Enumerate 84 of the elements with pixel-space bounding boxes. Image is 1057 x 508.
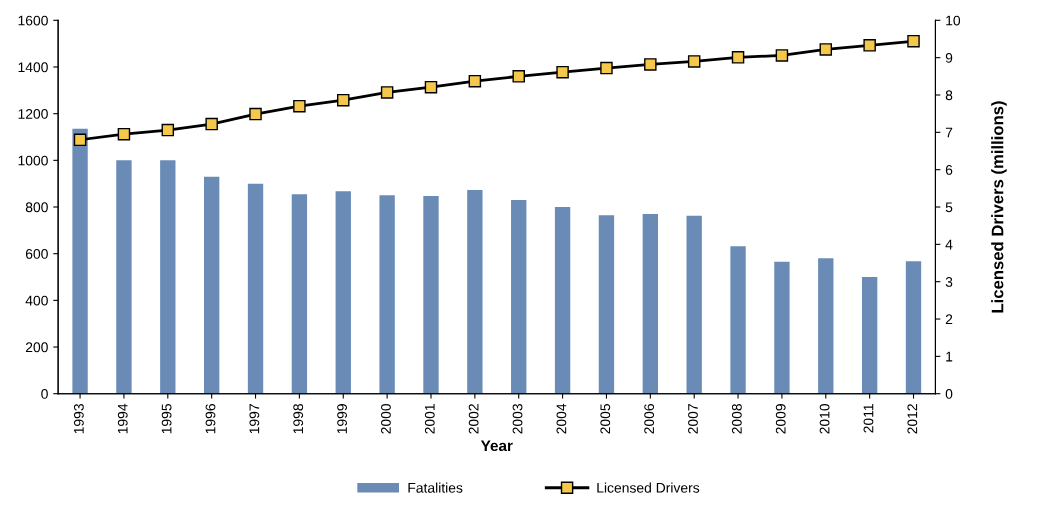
bar: [511, 200, 527, 394]
point: [687, 55, 701, 68]
y2-tick-label: 10: [946, 15, 961, 26]
bar: [598, 215, 615, 394]
x-tick-label: 2005: [600, 404, 611, 434]
x-tick-label: 2002: [468, 404, 479, 434]
y-tick-label: 0: [41, 389, 48, 399]
bar: [116, 160, 132, 394]
x-tick-label: 2008: [731, 404, 742, 434]
point: [600, 61, 613, 75]
y-tick-label: 1600: [18, 15, 48, 26]
point: [293, 99, 306, 113]
bar: [72, 128, 88, 394]
y2-tick-label: 0: [945, 389, 953, 399]
x-tick-label: 2000: [381, 403, 391, 434]
x-tick-label: 2006: [644, 404, 655, 434]
x-tick-label: 1993: [73, 404, 84, 434]
bar: [554, 207, 571, 394]
point: [205, 117, 218, 131]
y-tick-label: 1400: [18, 62, 48, 73]
y2-axis-title: Licensed Drivers (millions): [991, 101, 1007, 313]
point: [512, 70, 525, 83]
y2-tick-label: 3: [945, 277, 953, 287]
bar: [774, 261, 790, 394]
bar: [730, 246, 746, 394]
point: [775, 49, 789, 62]
x-tick-label: 2007: [688, 404, 698, 434]
bar: [467, 189, 483, 394]
point: [380, 86, 394, 99]
point: [907, 34, 920, 48]
point: [249, 107, 262, 121]
y-tick-label: 1000: [18, 155, 48, 166]
point: [863, 39, 876, 52]
point: [731, 51, 745, 64]
bar: [686, 215, 702, 394]
x-tick-label: 1999: [337, 404, 347, 434]
y2-tick-label: 9: [945, 52, 953, 63]
x-axis-title: Year: [480, 440, 513, 452]
y2-tick-label: 1: [946, 351, 953, 362]
x-tick-label: 1994: [117, 403, 128, 434]
bar: [203, 176, 220, 394]
x-tick-label: 2012: [907, 404, 918, 434]
bar: [379, 195, 395, 394]
y2-tick-label: 8: [945, 90, 953, 101]
bar: [335, 191, 351, 394]
point: [161, 123, 175, 137]
x-tick-label: 1995: [161, 404, 172, 434]
point: [819, 43, 833, 56]
x-tick-label: 1996: [205, 404, 216, 434]
y-tick-label: 400: [25, 295, 48, 306]
legend-label: Licensed Drivers: [597, 482, 700, 493]
x-tick-label: 1998: [293, 404, 304, 434]
y2-tick-label: 2: [945, 314, 953, 325]
legend-label: Fatalities: [408, 482, 463, 493]
bar: [905, 261, 922, 394]
point: [337, 93, 350, 107]
point: [117, 127, 131, 141]
y-tick-label: 1200: [18, 109, 48, 119]
bar: [642, 214, 658, 394]
x-tick-label: 2004: [556, 403, 567, 434]
point: [556, 65, 569, 79]
y-tick-label: 200: [25, 342, 48, 353]
y2-tick-label: 6: [945, 165, 953, 175]
bar: [423, 196, 439, 394]
x-tick-label: 2011: [863, 404, 874, 433]
y2-tick-label: 7: [945, 127, 953, 138]
bar: [247, 183, 264, 394]
point: [468, 74, 482, 88]
x-tick-label: 2001: [424, 404, 435, 434]
point: [73, 133, 87, 147]
x-tick-label: 2009: [775, 404, 786, 434]
bar: [160, 160, 176, 394]
bar: [861, 277, 878, 394]
y2-tick-label: 4: [945, 239, 953, 250]
point: [644, 58, 657, 71]
x-tick-label: 2003: [512, 404, 523, 434]
y2-tick-label: 5: [945, 202, 953, 213]
point: [424, 80, 438, 94]
bar: [818, 258, 834, 394]
y-tick-label: 800: [25, 202, 48, 213]
bar: [291, 194, 308, 394]
y-tick-label: 600: [25, 249, 48, 259]
x-tick-label: 1997: [249, 404, 260, 434]
x-tick-label: 2010: [819, 403, 830, 434]
